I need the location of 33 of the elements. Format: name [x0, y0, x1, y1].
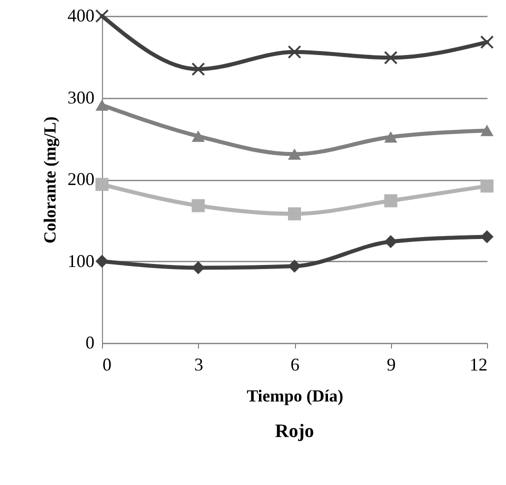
point [192, 130, 205, 142]
point [384, 131, 398, 143]
x-tick-label: 6 [290, 354, 300, 374]
point [95, 99, 109, 111]
point [95, 9, 109, 23]
point [480, 230, 494, 244]
point [288, 148, 302, 160]
point [95, 178, 109, 191]
point [480, 124, 494, 136]
x-tick-label: 12 [470, 354, 488, 374]
point [192, 199, 205, 212]
x-tick-label: 3 [194, 354, 204, 374]
point [384, 194, 398, 208]
y-tick-label: 200 [68, 169, 94, 189]
y-axis-title: Colorante (mg/L) [40, 116, 60, 244]
point [384, 235, 398, 248]
x-axis-title: Tiempo (Día) [246, 386, 344, 406]
point [192, 261, 205, 274]
point [288, 207, 302, 220]
point [192, 62, 205, 76]
x-tick-label: 0 [102, 354, 112, 374]
y-tick-label: 300 [68, 87, 94, 108]
point [288, 260, 302, 273]
point [288, 45, 302, 58]
x-tick-label: 9 [386, 354, 396, 374]
y-tick-label: 0 [86, 332, 94, 352]
point [480, 36, 494, 49]
y-tick-label: 400 [68, 6, 94, 26]
point [384, 51, 398, 64]
text: Rojo [274, 421, 314, 442]
point [95, 254, 109, 268]
y-tick-label: 100 [68, 250, 94, 271]
point [480, 180, 494, 193]
